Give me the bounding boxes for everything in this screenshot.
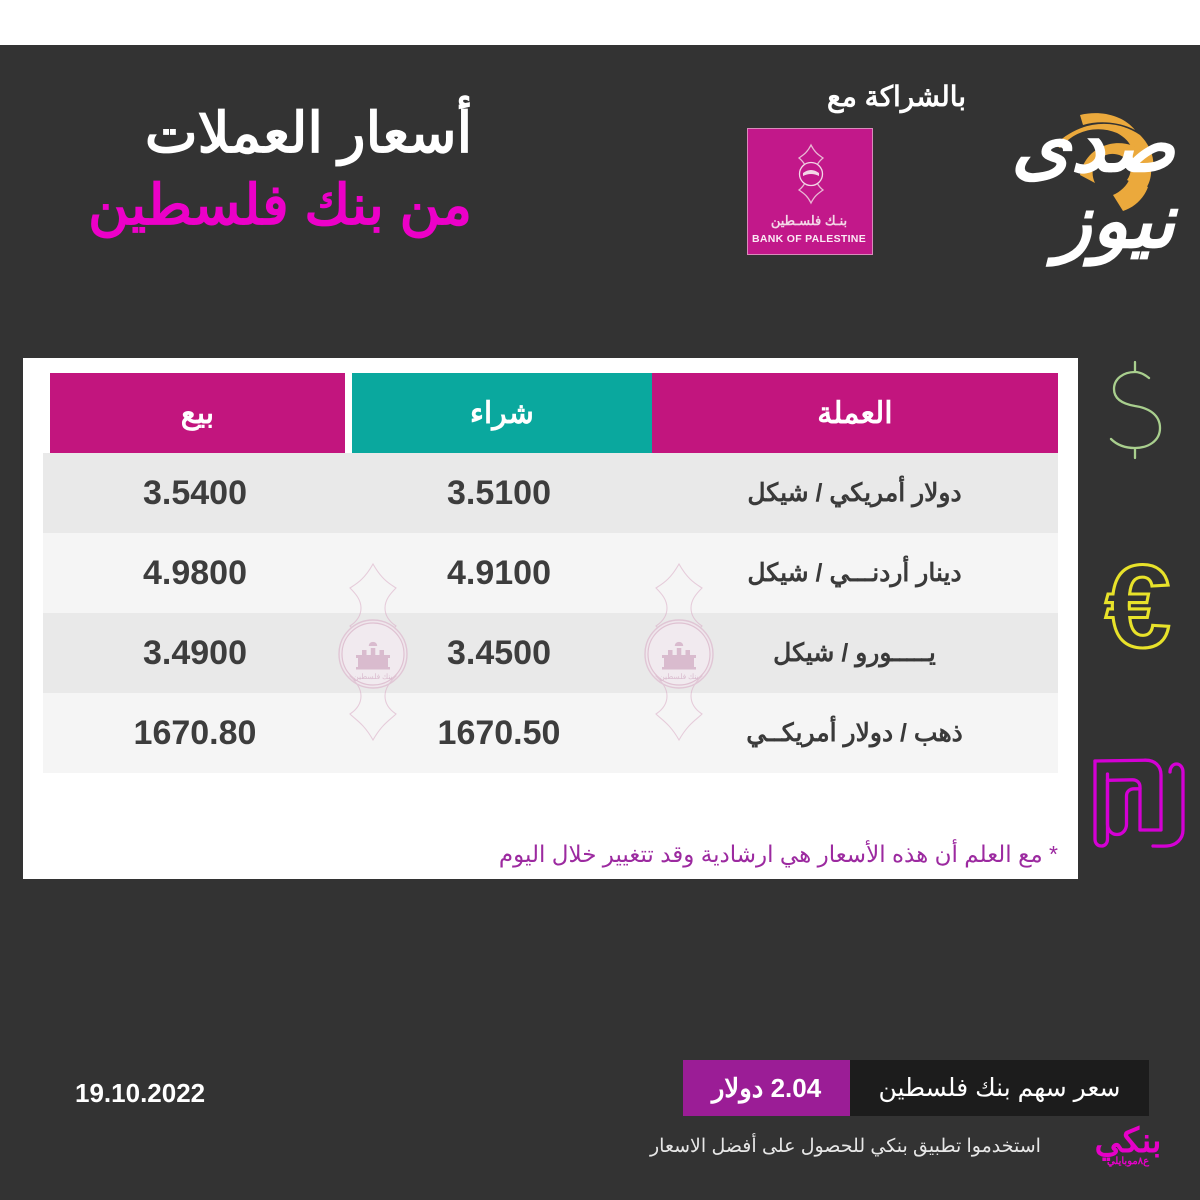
svg-text:€: €	[1105, 555, 1171, 667]
